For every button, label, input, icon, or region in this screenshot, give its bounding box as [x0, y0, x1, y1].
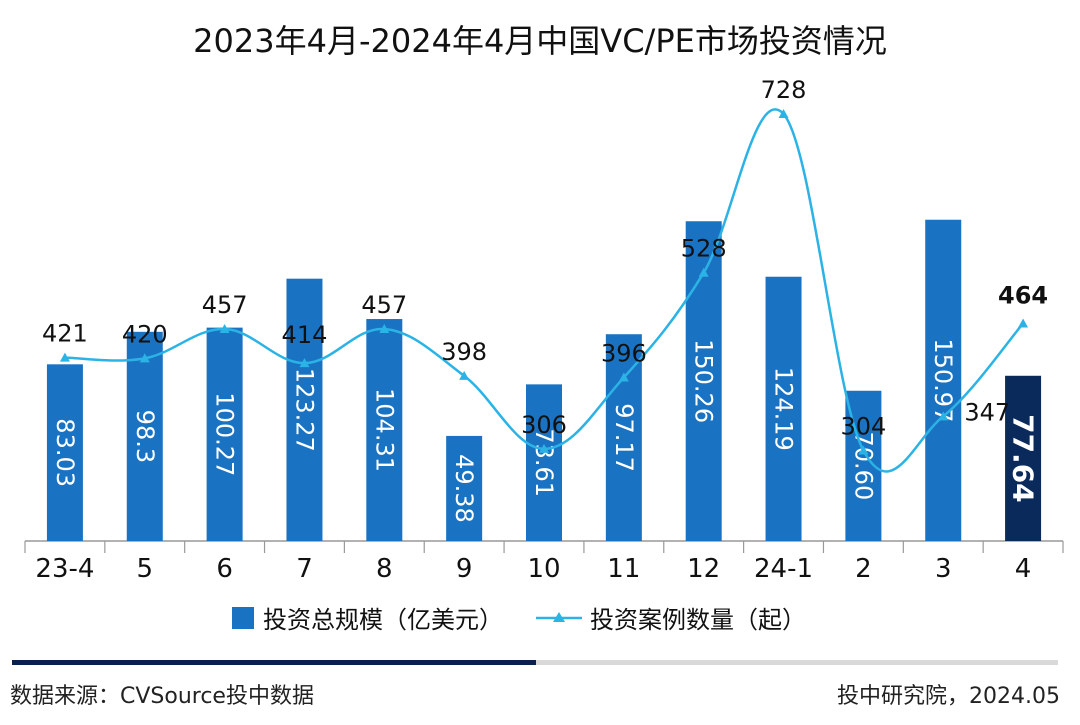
credit-note: 投中研究院，2024.05 [837, 684, 1060, 709]
bar-3 [286, 278, 323, 541]
x-axis-tick-labels: 23-4 5 6 7 8 9 10 11 12 24-1 2 3 4 [35, 554, 1031, 584]
legend: 投资总规模（亿美元） 投资案例数量（起） [232, 606, 806, 634]
x-tick-label-5: 9 [456, 554, 473, 584]
line-marker-0 [59, 352, 70, 362]
bar-value-label-6: 73.61 [530, 428, 558, 497]
x-tick-label-11: 3 [935, 554, 952, 584]
chart-title: 2023年4月-2024年4月中国VC/PE市场投资情况 [193, 22, 887, 60]
bar-2 [206, 327, 243, 541]
bar-value-label-2: 100.27 [211, 392, 239, 476]
legend-bar-swatch [232, 607, 254, 629]
x-tick-label-10: 2 [855, 554, 872, 584]
bar-value-labels: 83.03 98.3 100.27 123.27 104.31 49.38 73.61 97.… [51, 338, 1040, 522]
line-marker-6 [539, 443, 549, 453]
line-value-label-2: 457 [202, 291, 248, 319]
line-value-label-0: 421 [42, 320, 88, 348]
bar-value-label-3: 123.27 [290, 368, 318, 452]
line-value-label-6: 306 [521, 411, 567, 439]
line-marker-4 [379, 324, 390, 334]
line-marker-12 [1018, 318, 1029, 328]
bar-0 [46, 364, 83, 541]
line-marker-1 [139, 353, 150, 363]
line-marker-9 [778, 109, 789, 118]
x-tick-label-6: 10 [527, 554, 560, 584]
legend-bar-label: 投资总规模（亿美元） [263, 606, 503, 634]
line-value-label-8: 528 [681, 235, 727, 263]
x-tick-label-12: 4 [1015, 554, 1032, 584]
line-marker-11 [938, 411, 949, 421]
bar-value-label-5: 49.38 [450, 454, 478, 523]
bar-value-label-7: 97.17 [610, 403, 638, 472]
bar-9 [765, 276, 802, 541]
bar-value-label-0: 83.03 [51, 418, 79, 487]
bar-12 [1005, 375, 1042, 541]
line-marker-10 [858, 445, 869, 455]
bar-series [46, 219, 1042, 542]
line-value-label-1: 420 [122, 320, 168, 348]
bar-11 [925, 219, 962, 541]
bar-7 [605, 334, 642, 541]
line-value-label-3: 414 [282, 321, 328, 349]
bar-5 [446, 435, 483, 541]
line-value-label-5: 398 [441, 338, 487, 366]
line-markers [59, 109, 1029, 455]
legend-line-label: 投资案例数量（起） [590, 606, 806, 634]
line-marker-5 [459, 370, 470, 380]
x-tick-label-1: 5 [136, 554, 153, 584]
line-value-label-7: 396 [601, 339, 647, 367]
bar-value-label-9: 124.19 [770, 367, 798, 451]
bar-value-label-1: 98.3 [131, 410, 159, 463]
line-value-label-9: 728 [761, 76, 807, 104]
x-tick-label-2: 6 [216, 554, 233, 584]
bar-6 [526, 384, 562, 541]
line-value-label-11: 347 [964, 398, 1010, 426]
footer-rule-light [536, 660, 1058, 665]
x-tick-label-9: 24-1 [754, 554, 813, 584]
bar-1 [126, 331, 163, 541]
x-tick-label-8: 12 [687, 554, 720, 584]
bar-value-label-11: 150.97 [929, 338, 957, 422]
line-value-label-10: 304 [840, 412, 886, 440]
x-tick-label-4: 8 [376, 554, 393, 584]
line-marker-3 [299, 358, 310, 368]
source-note: 数据来源：CVSource投中数据 [10, 684, 314, 709]
x-axis-ticks [24, 541, 1064, 553]
line-marker-7 [618, 372, 629, 382]
line-marker-8 [698, 267, 709, 277]
bar-value-label-12: 77.64 [1007, 414, 1040, 503]
legend-line-marker [553, 612, 565, 622]
line-value-label-4: 457 [361, 291, 407, 319]
footer-rule-dark [12, 660, 536, 665]
line-value-labels: 421 420 457 414 457 398 306 396 528 728 304 347 464 [42, 76, 1048, 440]
line-marker-2 [219, 324, 230, 334]
x-tick-label-3: 7 [296, 554, 313, 584]
bar-value-label-4: 104.31 [370, 388, 398, 472]
x-tick-label-0: 23-4 [35, 554, 94, 584]
x-tick-label-7: 11 [607, 554, 640, 584]
bar-4 [366, 319, 403, 541]
line-value-label-12: 464 [998, 281, 1048, 309]
bar-value-label-8: 150.26 [690, 339, 718, 423]
